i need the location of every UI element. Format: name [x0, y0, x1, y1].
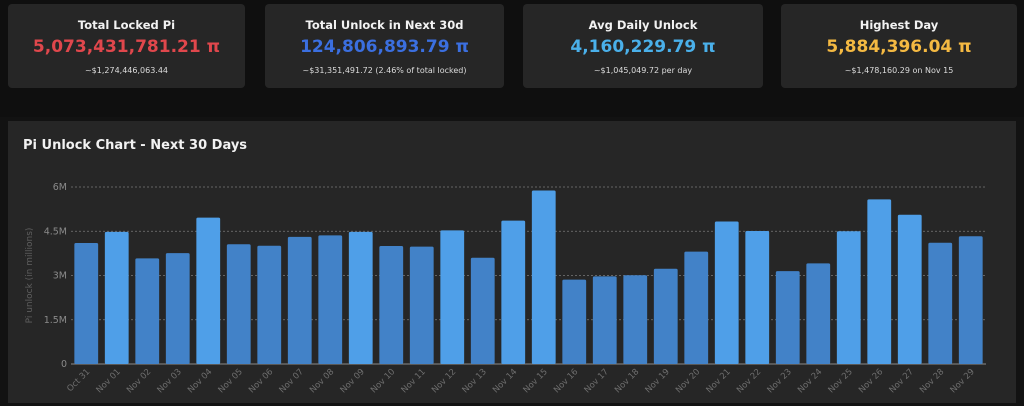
card-title: Avg Daily Unlock [588, 18, 698, 32]
y-tick-label: 0 [61, 359, 67, 370]
bar [470, 257, 495, 364]
card-value: 4,160,229.79 π [570, 37, 716, 57]
y-tick-label: 6M [53, 182, 67, 193]
x-tick-label: Nov 03 [156, 367, 184, 395]
x-tick-label: Oct 31 [65, 367, 92, 394]
bar [104, 231, 129, 364]
total-locked-card: Total Locked Pi 5,073,431,781.21 π ~$1,2… [8, 4, 245, 88]
x-tick-label: Nov 05 [217, 367, 245, 395]
bar [775, 271, 800, 364]
bar [897, 214, 922, 364]
bar [165, 253, 190, 364]
x-tick-label: Nov 08 [308, 367, 336, 395]
x-tick-label: Nov 16 [552, 367, 580, 395]
x-tick-label: Nov 17 [583, 367, 611, 395]
bar [409, 246, 434, 364]
bar [135, 258, 160, 364]
card-title: Total Locked Pi [77, 18, 176, 32]
y-axis-title: Pi unlock (in millions) [25, 228, 35, 324]
chart-panel: Pi Unlock Chart - Next 30 Days 0 1.5M 3M 4.… [8, 121, 1016, 403]
bar [958, 236, 983, 364]
bar [562, 279, 587, 364]
card-subtext: ~$1,274,446,063.44 [84, 66, 169, 75]
x-tick-label: Nov 21 [705, 367, 733, 395]
total-unlock-30d-card: Total Unlock in Next 30d 124,806,893.79 … [265, 4, 504, 88]
bar [653, 268, 678, 364]
x-tick-label: Nov 28 [918, 367, 946, 395]
chart-title: Pi Unlock Chart - Next 30 Days [23, 138, 248, 153]
bar [714, 221, 739, 364]
bar [745, 230, 770, 364]
card-value: 5,073,431,781.21 π [32, 37, 221, 57]
bar [806, 263, 831, 364]
x-tick-label: Nov 09 [339, 367, 367, 395]
x-tick-label: Nov 15 [522, 367, 550, 395]
x-tick-label: Nov 24 [796, 367, 824, 395]
card-value: 124,806,893.79 π [300, 37, 469, 57]
bar [531, 190, 556, 364]
bar [592, 276, 617, 364]
unlock-bar-chart: 0 1.5M 3M 4.5M 6M Pi unlock (in millions) Oct … [25, 182, 986, 395]
card-subtext: ~$1,478,160.29 on Nov 15 [844, 66, 954, 75]
card-subtext: ~$1,045,049.72 per day [593, 66, 693, 75]
bar [928, 242, 953, 364]
x-tick-label: Nov 25 [827, 367, 855, 395]
x-tick-label: Nov 06 [247, 367, 275, 395]
x-tick-label: Nov 19 [644, 367, 672, 395]
bar [348, 231, 373, 364]
bar [74, 243, 99, 364]
x-tick-label: Nov 20 [674, 367, 702, 395]
bar [287, 236, 312, 364]
x-tick-label: Nov 14 [491, 367, 519, 395]
x-tick-label: Nov 04 [186, 367, 214, 395]
y-tick-label: 1.5M [44, 315, 67, 326]
x-tick-label: Nov 18 [613, 367, 641, 395]
bar [501, 220, 526, 364]
bar [196, 217, 221, 364]
x-tick-label: Nov 13 [461, 367, 489, 395]
bar [318, 235, 343, 364]
x-tick-label: Nov 26 [857, 367, 885, 395]
y-tick-label: 3M [53, 271, 67, 282]
card-title: Total Unlock in Next 30d [305, 18, 464, 32]
x-tick-label: Nov 29 [949, 367, 977, 395]
bar [867, 199, 892, 364]
avg-daily-unlock-card: Avg Daily Unlock 4,160,229.79 π ~$1,045,… [523, 4, 763, 88]
y-tick-label: 4.5M [44, 226, 67, 237]
bar [684, 251, 709, 364]
bar [257, 245, 282, 364]
x-tick-label: Nov 11 [400, 367, 428, 395]
x-tick-label: Nov 22 [735, 367, 763, 395]
x-tick-label: Nov 10 [369, 367, 397, 395]
bar [836, 231, 861, 364]
x-tick-label: Nov 12 [430, 367, 458, 395]
x-tick-label: Nov 23 [766, 367, 794, 395]
card-subtext: ~$31,351,491.72 (2.46% of total locked) [302, 66, 467, 75]
x-tick-label: Nov 07 [278, 367, 306, 395]
bar [379, 246, 404, 364]
bar [440, 230, 465, 364]
x-tick-label: Nov 27 [888, 367, 916, 395]
highest-day-card: Highest Day 5,884,396.04 π ~$1,478,160.2… [781, 4, 1017, 88]
bar [226, 244, 251, 364]
card-value: 5,884,396.04 π [826, 37, 972, 57]
card-title: Highest Day [859, 18, 939, 32]
x-tick-label: Nov 02 [125, 367, 153, 395]
bar [623, 275, 648, 364]
x-tick-label: Nov 01 [95, 367, 123, 395]
